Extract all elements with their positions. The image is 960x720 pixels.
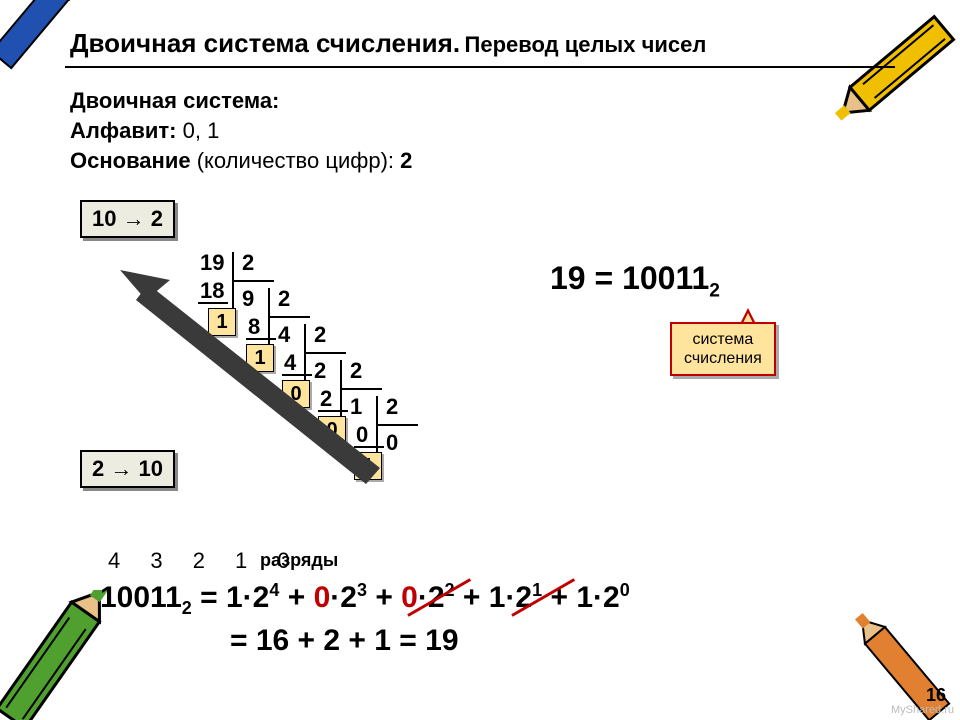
- crayon-yellow: [830, 0, 960, 130]
- result-equation: 19 = 100112: [550, 260, 720, 302]
- title-sub: Перевод целых чисел: [465, 32, 707, 57]
- digits-label: разряды: [260, 550, 338, 571]
- def-line1: Двоичная система:: [70, 88, 279, 114]
- title-divider: [65, 66, 895, 68]
- page-number: 16: [926, 685, 946, 706]
- def-line2: Алфавит: 0, 1: [70, 118, 219, 144]
- title-main: Двоичная система счисления.: [70, 28, 460, 58]
- label-10-to-2: 10 → 2: [80, 200, 175, 238]
- page-title: Двоичная система счисления. Перевод целы…: [70, 28, 706, 59]
- binary-expansion: 100112 = 1·24 + 0·23 + 0·22 + 1·21 + 1·2…: [100, 580, 630, 619]
- def-line3: Основание (количество цифр): 2: [70, 148, 412, 174]
- watermark: MyShared.ru: [891, 704, 954, 716]
- label-2-to-10: 2 → 10: [80, 450, 175, 488]
- binary-sum: = 16 + 2 + 1 = 19: [230, 624, 459, 658]
- callout-box: система счисления: [670, 322, 776, 376]
